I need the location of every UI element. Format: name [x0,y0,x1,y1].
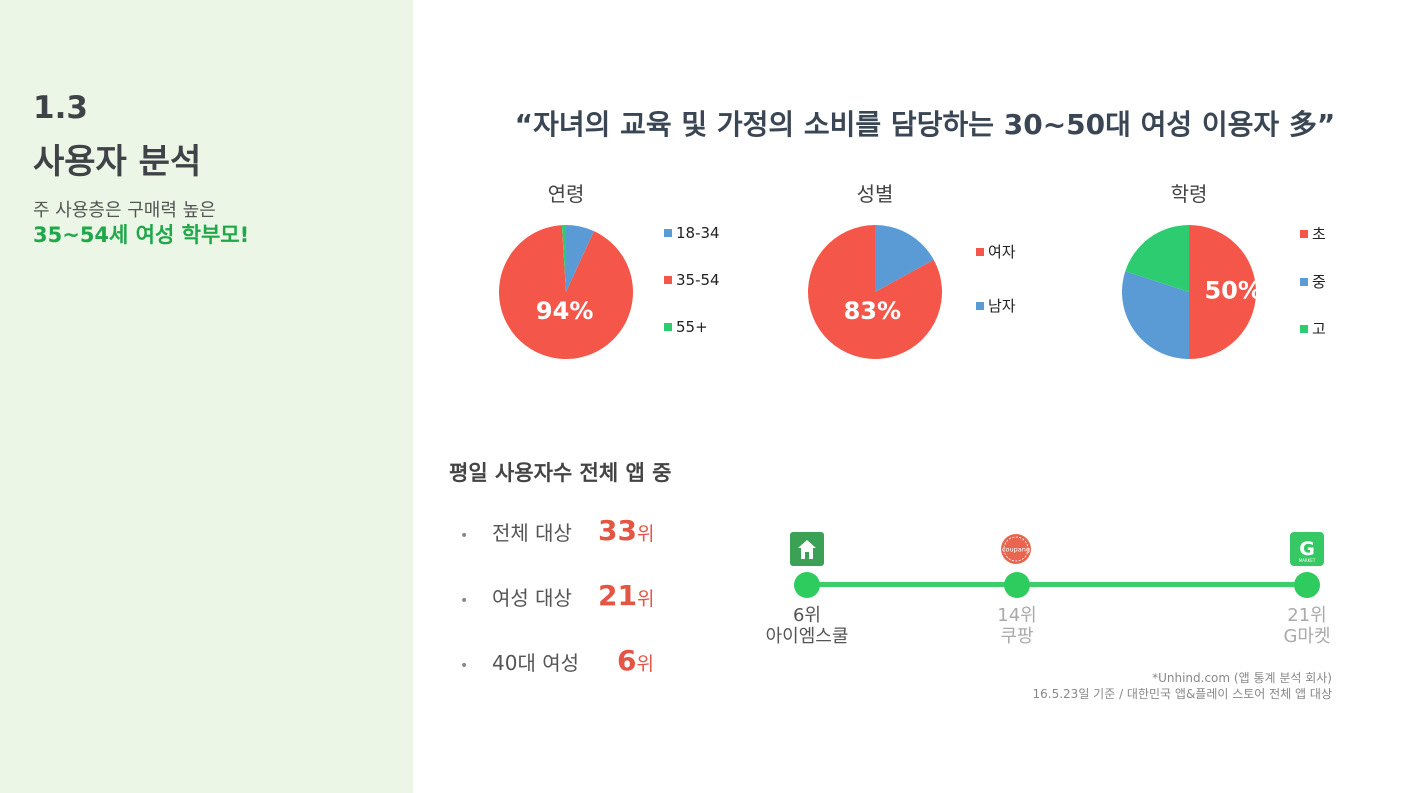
pie-slice-고 [1125,225,1189,292]
footnote-date: 16.5.23일 기준 / 대한민국 앱&플레이 스토어 전체 앱 대상 [1032,687,1332,701]
legend-swatch-green [664,323,672,331]
legend-swatch-green [1300,324,1308,333]
timeline-rank: 6위 [792,605,821,626]
rank-label: 40대 여성 [492,651,580,675]
timeline-app-name: 아이엠스쿨 [765,626,849,647]
legend-swatch-blue [1300,277,1308,286]
legend-item: 남자 [976,295,1016,316]
pie-chart-school: 50% [1122,225,1262,359]
timeline-app-name: 쿠팡 [1000,626,1034,647]
legend-swatch-blue [976,301,984,310]
bullet-icon: • [460,528,469,544]
pie-slice-55+ [561,225,566,292]
legend-item: 고 [1300,318,1326,339]
chart-title-gender: 성별 [856,182,894,206]
timeline-label-coupang: 14위 쿠팡 [947,605,1087,647]
rank-unit: 위 [636,588,655,610]
legend-item: 초 [1300,223,1326,244]
legend-swatch-red [664,276,672,284]
ranking-heading: 평일 사용자수 전체 앱 중 [449,461,672,485]
timeline-dot [1294,572,1320,598]
legend-swatch-red [1300,229,1308,238]
legend-label: 중 [1312,273,1326,291]
rank-unit: 위 [636,523,655,545]
timeline-rank: 21위 [1287,605,1327,626]
rank-item-female: • 여성 대상 21 위 [460,579,654,612]
rank-number: 33 [597,514,637,547]
timeline-line [806,582,1306,587]
headline: “자녀의 교육 및 가정의 소비를 담당하는 30~50대 여성 이용자 多” [514,108,1336,141]
timeline-rank: 14위 [997,605,1037,626]
legend-item: 35-54 [664,271,720,289]
gmarket-app-icon: G MARKET [1290,532,1324,566]
pie-slice-남자 [875,225,934,292]
legend-swatch-blue [664,229,672,237]
coupang-icon-text: coupang [1002,546,1030,554]
section-number: 1.3 [33,90,88,126]
legend-swatch-red [976,247,984,256]
pie-slice-초 [1189,225,1256,359]
bullet-icon: • [460,658,469,674]
legend-item: 중 [1300,271,1326,292]
chart-title-school: 학령 [1170,182,1208,206]
section-highlight: 35~54세 여성 학부모! [33,223,250,247]
chart-title-age: 연령 [547,182,585,206]
gmarket-icon-subtext: MARKET [1299,558,1316,563]
pie-center-label: 83% [844,297,901,325]
section-subtitle: 주 사용층은 구매력 높은 [33,200,216,221]
legend-label: 고 [1312,320,1326,338]
timeline-app-name: G마켓 [1283,626,1331,647]
legend-label: 55+ [676,318,708,336]
pie-center-label: 94% [536,297,593,325]
coupang-app-icon: coupang [1001,534,1031,564]
timeline-label-school: 6위 아이엠스쿨 [737,605,877,647]
rank-item-total: • 전체 대상 33 위 [460,514,654,547]
timeline-dot [1004,572,1030,598]
pie-slice-35-54 [499,225,633,359]
sidebar-panel: 1.3 사용자 분석 주 사용층은 구매력 높은 35~54세 여성 학부모! [0,0,413,793]
timeline-dot [794,572,820,598]
rank-label: 여성 대상 [492,586,572,610]
pie-slice-중 [1122,271,1189,359]
rank-unit: 위 [636,653,654,675]
bullet-icon: • [460,593,469,609]
pie-chart-age: 94% [499,225,633,359]
section-title: 사용자 분석 [33,142,202,182]
legend-label: 35-54 [676,271,720,289]
pie-chart-gender: 83% [808,225,942,359]
legend-item: 여자 [976,241,1016,262]
pie-center-label: 50% [1204,277,1261,305]
legend-label: 초 [1312,225,1326,243]
legend-label: 18-34 [676,224,720,242]
legend-item: 18-34 [664,224,720,242]
pie-slice-18-34 [566,225,595,292]
rank-number: 6 [617,644,637,677]
rank-label: 전체 대상 [492,521,572,545]
legend-item: 55+ [664,318,708,336]
legend-label: 남자 [988,297,1016,315]
gmarket-icon-letter: G [1299,538,1315,560]
rank-number: 21 [597,579,637,612]
legend-label: 여자 [988,243,1016,261]
timeline-label-gmarket: 21위 G마켓 [1237,605,1377,647]
school-app-icon [790,532,824,566]
footnote-source: *Unhind.com (앱 통계 분석 회사) [1152,671,1332,685]
